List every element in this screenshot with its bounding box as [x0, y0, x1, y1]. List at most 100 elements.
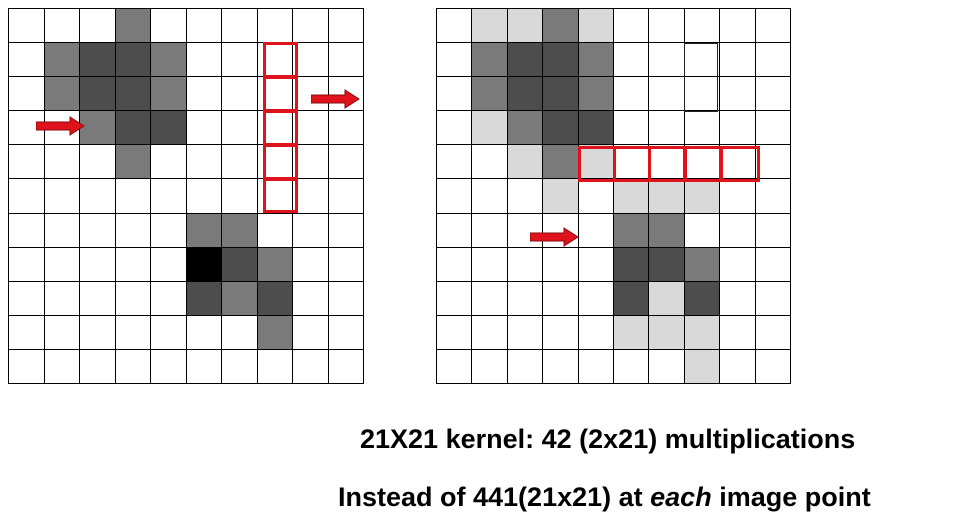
grid-cell: [578, 145, 614, 180]
grid-cell: [186, 111, 222, 146]
grid-cell: [115, 247, 151, 282]
grid-cell: [649, 281, 685, 316]
arrow-right-of-kernel: [311, 89, 360, 109]
grid-cell: [507, 9, 544, 44]
grid-cell: [614, 179, 650, 214]
grid-cell: [186, 281, 222, 316]
grid-cell: [44, 247, 80, 282]
grid-cell: [543, 9, 579, 44]
grid-cell: [720, 43, 756, 78]
grid-cell: [151, 179, 187, 214]
grid-cell: [437, 213, 473, 248]
grid-cell: [186, 179, 222, 214]
grid-cell: [507, 213, 544, 248]
grid-cell: [543, 247, 579, 282]
grid-cell: [293, 145, 329, 180]
grid-cell: [222, 179, 258, 214]
grid-cell: [186, 77, 222, 112]
grid-cell: [543, 111, 579, 146]
grid-cell: [115, 9, 151, 44]
grid-cell: [293, 179, 329, 214]
grid-cell: [437, 9, 473, 44]
grid-cell: [293, 43, 329, 78]
grid-cell: [720, 315, 756, 350]
grid-cell: [755, 349, 791, 384]
grid-cell: [115, 179, 151, 214]
grid-cell: [614, 9, 650, 44]
right-pixel-grid: [436, 8, 791, 384]
grid-cell: [115, 111, 151, 146]
grid-cell: [186, 145, 222, 180]
grid-cell: [293, 213, 329, 248]
grid-cell: [151, 9, 187, 44]
caption-comparison: Instead of 441(21x21) at each image poin…: [338, 482, 871, 513]
grid-cell: [80, 247, 116, 282]
grid-cell: [720, 9, 756, 44]
grid-cell: [151, 43, 187, 78]
grid-cell: [80, 9, 116, 44]
vertical-kernel-cell-3: [263, 110, 298, 146]
grid-cell: [649, 349, 685, 384]
grid-cell: [720, 247, 756, 282]
grid-cell: [328, 77, 364, 112]
grid-cell: [44, 43, 80, 78]
grid-cell: [9, 77, 45, 112]
grid-cell: [80, 315, 116, 350]
grid-cell: [578, 43, 614, 78]
grid-cell: [257, 281, 293, 316]
grid-cell: [437, 77, 473, 112]
grid-cell: [649, 213, 685, 248]
grid-cell: [649, 9, 685, 44]
grid-cell: [649, 247, 685, 282]
grid-cell: [80, 77, 116, 112]
grid-cell: [186, 213, 222, 248]
grid-cell: [614, 349, 650, 384]
grid-cell: [755, 9, 791, 44]
grid-cell: [257, 9, 293, 44]
grid-cell: [507, 77, 544, 112]
grid-cell: [437, 247, 473, 282]
grid-cell: [684, 43, 721, 78]
arrow-left-row: [36, 116, 85, 136]
horizontal-kernel-cell-3: [648, 146, 686, 182]
grid-cell: [44, 349, 80, 384]
grid-cell: [257, 247, 293, 282]
grid-cell: [80, 145, 116, 180]
grid-cell: [222, 349, 258, 384]
grid-cell: [44, 281, 80, 316]
grid-cell: [151, 77, 187, 112]
grid-cell: [507, 281, 544, 316]
grid-cell: [328, 145, 364, 180]
grid-cell: [755, 213, 791, 248]
grid-cell: [186, 315, 222, 350]
grid-cell: [151, 349, 187, 384]
grid-cell: [222, 9, 258, 44]
grid-cell: [472, 179, 508, 214]
grid-cell: [151, 111, 187, 146]
grid-cell: [720, 145, 756, 180]
grid-cell: [222, 213, 258, 248]
grid-cell: [44, 315, 80, 350]
grid-cell: [9, 179, 45, 214]
horizontal-kernel-cell-1: [578, 146, 616, 182]
grid-cell: [578, 349, 614, 384]
grid-cell: [328, 349, 364, 384]
grid-cell: [9, 247, 45, 282]
grid-cell: [755, 77, 791, 112]
grid-cell: [507, 349, 544, 384]
grid-cell: [543, 77, 579, 112]
horizontal-kernel-cell-5: [720, 146, 760, 182]
grid-cell: [472, 9, 508, 44]
left-pixel-grid: [8, 8, 364, 384]
grid-cell: [543, 281, 579, 316]
grid-cell: [720, 349, 756, 384]
grid-cell: [578, 281, 614, 316]
grid-cell: [222, 111, 258, 146]
grid-cell: [543, 315, 579, 350]
grid-cell: [437, 281, 473, 316]
grid-cell: [720, 179, 756, 214]
grid-cell: [720, 111, 756, 146]
grid-cell: [293, 77, 329, 112]
grid-cell: [328, 179, 364, 214]
caption-comparison-emphasis: each: [650, 482, 712, 512]
